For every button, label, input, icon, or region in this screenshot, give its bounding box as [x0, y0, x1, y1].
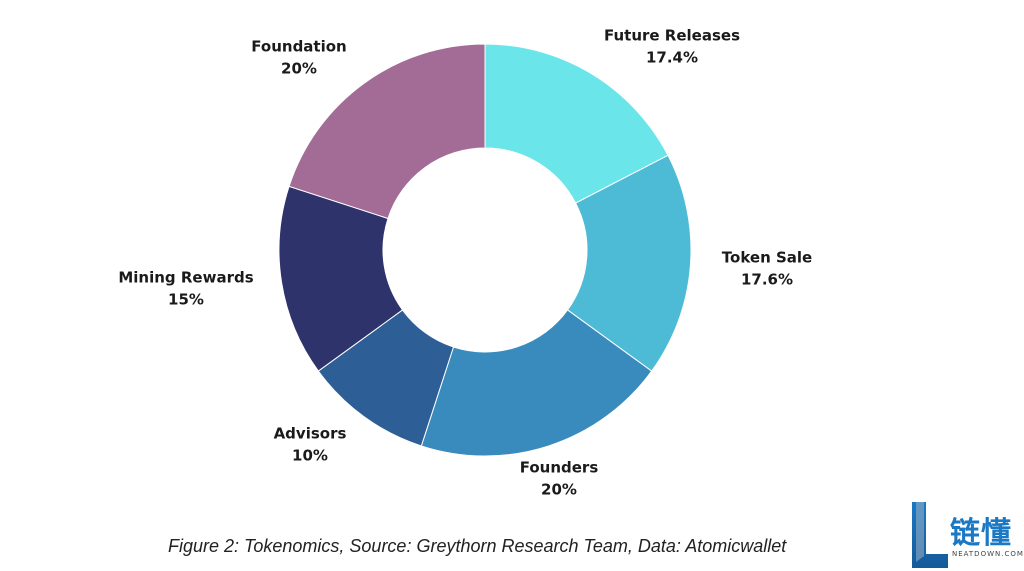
slice-value-future-releases: 17.4% [646, 49, 698, 67]
slice-label-future-releases: Future Releases [604, 27, 740, 45]
slice-label-foundation: Foundation [251, 38, 346, 56]
slice-label-founders: Founders [520, 459, 599, 477]
slice-value-advisors: 10% [292, 447, 328, 465]
slice-future-releases [484, 43, 669, 204]
slice-mining-rewards [278, 185, 404, 372]
logo-text-en: NEATDOWN.COM [952, 550, 1024, 558]
slice-token-sale [566, 154, 692, 372]
slice-founders [420, 309, 653, 457]
slice-value-founders: 20% [541, 481, 577, 499]
slice-value-mining-rewards: 15% [168, 291, 204, 309]
slice-value-token-sale: 17.6% [741, 271, 793, 289]
logo-mark-icon [912, 502, 948, 568]
slice-label-mining-rewards: Mining Rewards [118, 269, 253, 287]
slice-foundation [288, 43, 486, 220]
slice-label-advisors: Advisors [274, 425, 347, 443]
slice-value-foundation: 20% [281, 60, 317, 78]
logo-text-cn: 链懂 [950, 516, 1012, 551]
slice-label-token-sale: Token Sale [722, 249, 812, 267]
watermark-logo: 链懂 NEATDOWN.COM [912, 502, 1023, 568]
figure-caption: Figure 2: Tokenomics, Source: Greythorn … [168, 536, 787, 556]
